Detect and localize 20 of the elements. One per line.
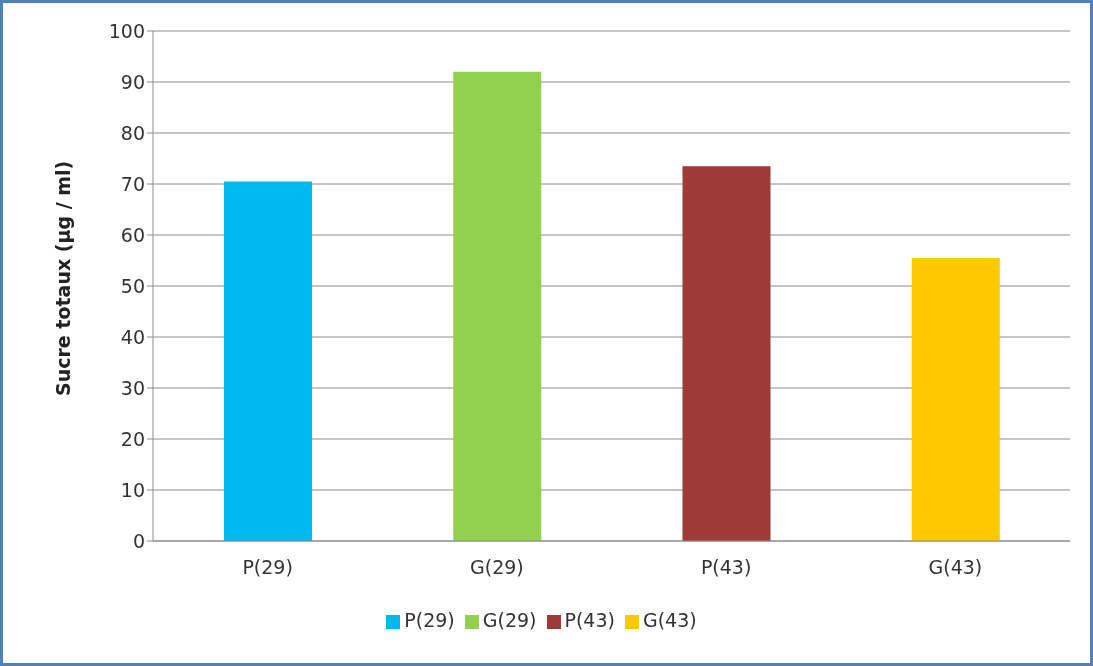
y-tick-label: 100 (108, 19, 145, 42)
x-tick-label: P(43) (700, 556, 752, 579)
y-tick-label: 10 (120, 478, 145, 501)
x-tick-label: G(43) (928, 556, 983, 579)
y-tick-label: 80 (120, 121, 145, 144)
y-tick-label: 60 (120, 223, 145, 246)
x-tick-label: P(29) (242, 556, 293, 579)
y-axis-title: Sucre totaux (µg / ml) (51, 160, 74, 396)
y-tick-label: 20 (120, 427, 145, 450)
legend-label: P(29) (404, 609, 455, 631)
y-tick-label: 90 (120, 70, 145, 93)
y-tick-label: 30 (120, 376, 145, 399)
y-tick-label: 50 (120, 274, 145, 297)
y-tick-label: 0 (132, 529, 145, 552)
legend-label: G(29) (482, 609, 537, 631)
legend-label: P(43) (564, 609, 615, 631)
x-tick-label: G(29) (470, 556, 524, 579)
y-tick-label: 70 (120, 172, 145, 195)
legend-label: G(43) (642, 609, 697, 631)
y-tick-label: 40 (120, 325, 145, 348)
